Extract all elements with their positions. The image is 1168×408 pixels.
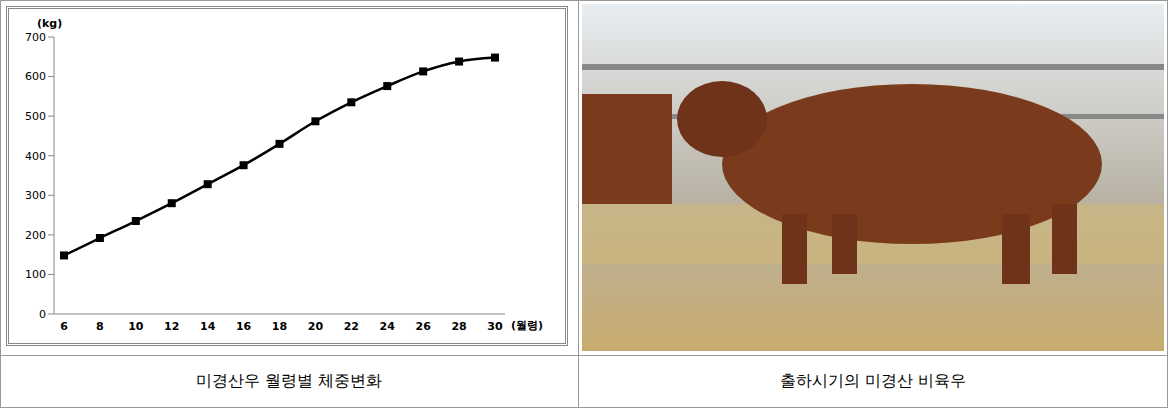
svg-text:600: 600 <box>25 70 46 83</box>
svg-text:100: 100 <box>25 268 46 281</box>
svg-text:14: 14 <box>200 320 216 333</box>
svg-text:300: 300 <box>25 189 46 202</box>
html-text:출하시기의 미경산 비육우: 출하시기의 미경산 비육우 <box>779 371 967 390</box>
svg-text:16: 16 <box>236 320 252 333</box>
svg-text:700: 700 <box>25 31 46 44</box>
svg-text:200: 200 <box>25 229 46 242</box>
svg-text:10: 10 <box>128 320 144 333</box>
svg-text:12: 12 <box>164 320 179 333</box>
svg-text:6: 6 <box>60 320 68 333</box>
svg-text:24: 24 <box>380 320 396 333</box>
svg-text:26: 26 <box>416 320 432 333</box>
html-text:미경산우 월령별 체중변화: 미경산우 월령별 체중변화 <box>195 371 383 390</box>
svg-text:22: 22 <box>344 320 359 333</box>
svg-text:400: 400 <box>25 150 46 163</box>
svg-text:20: 20 <box>308 320 324 333</box>
svg-text:0: 0 <box>39 308 46 321</box>
svg-text:8: 8 <box>96 320 104 333</box>
svg-text:28: 28 <box>451 320 466 333</box>
svg-text:18: 18 <box>272 320 287 333</box>
html-text:(월령): (월령) <box>511 319 544 332</box>
svg-text:500: 500 <box>25 110 46 123</box>
html-text:(kg): (kg) <box>37 17 63 30</box>
svg-text:30: 30 <box>487 320 503 333</box>
